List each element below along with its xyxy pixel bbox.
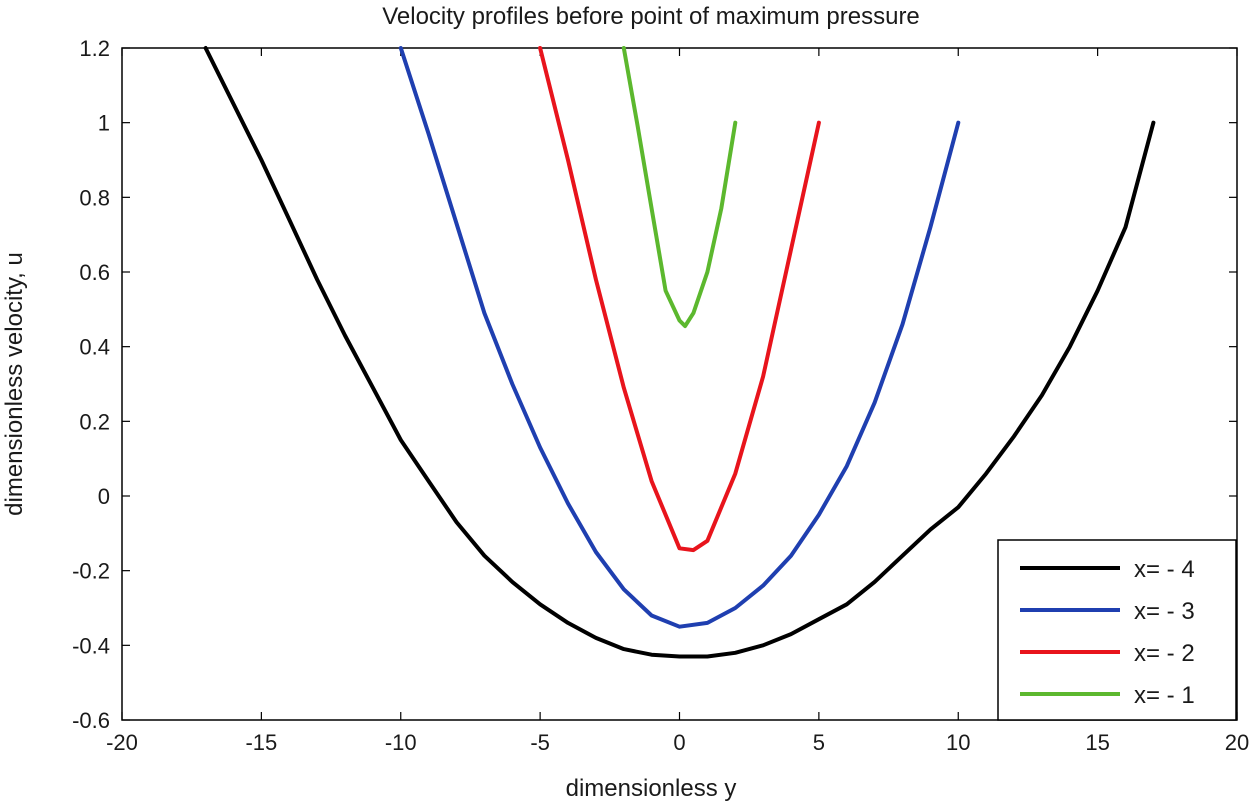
x-tick-label: 15 <box>1085 730 1109 755</box>
y-tick-label: 0 <box>98 484 110 509</box>
legend: x= - 4 x= - 3 x= - 2 x= - 1 <box>997 539 1237 721</box>
y-tick-label: -0.2 <box>72 559 110 584</box>
y-tick-label: 1.2 <box>79 36 110 61</box>
y-tick-label: 0.2 <box>79 409 110 434</box>
x-tick-label: 10 <box>946 730 970 755</box>
y-tick-label: 0.6 <box>79 260 110 285</box>
x-tick-label: 5 <box>813 730 825 755</box>
series-line-1 <box>203 46 1156 659</box>
y-tick-label: 0.8 <box>79 185 110 210</box>
y-tick-label: 1 <box>98 111 110 136</box>
x-axis-title: dimensionless y <box>566 775 737 802</box>
x-tick-label: -15 <box>245 730 277 755</box>
legend-items: x= - 4 x= - 3 x= - 2 x= - 1 <box>1020 556 1195 709</box>
chart-title: Velocity profiles before point of maximu… <box>382 3 920 30</box>
x-tick-label: -10 <box>385 730 417 755</box>
series-lines <box>203 46 1156 659</box>
x-tick-label: -5 <box>530 730 550 755</box>
x-tick-label: -20 <box>106 730 138 755</box>
axis-ticks: -20 -15 -10 -5 0 5 10 15 20 -0.6 -0.4 -0.2 0 0.2 0.4 0.… <box>72 36 1249 755</box>
series-line-2 <box>398 46 961 629</box>
legend-label: x= - 3 <box>1134 598 1195 625</box>
x-tick-label: 20 <box>1225 730 1249 755</box>
y-tick-label: 0.4 <box>79 335 110 360</box>
x-tick-label: 0 <box>673 730 685 755</box>
series-line-4 <box>621 46 738 329</box>
legend-label: x= - 1 <box>1134 682 1195 709</box>
y-tick-label: -0.4 <box>72 633 110 658</box>
legend-label: x= - 4 <box>1134 556 1195 583</box>
y-axis-title: dimensionless velocity, u <box>1 252 28 516</box>
series-line-3 <box>538 46 821 553</box>
legend-label: x= - 2 <box>1134 640 1195 667</box>
y-tick-label: -0.6 <box>72 708 110 733</box>
